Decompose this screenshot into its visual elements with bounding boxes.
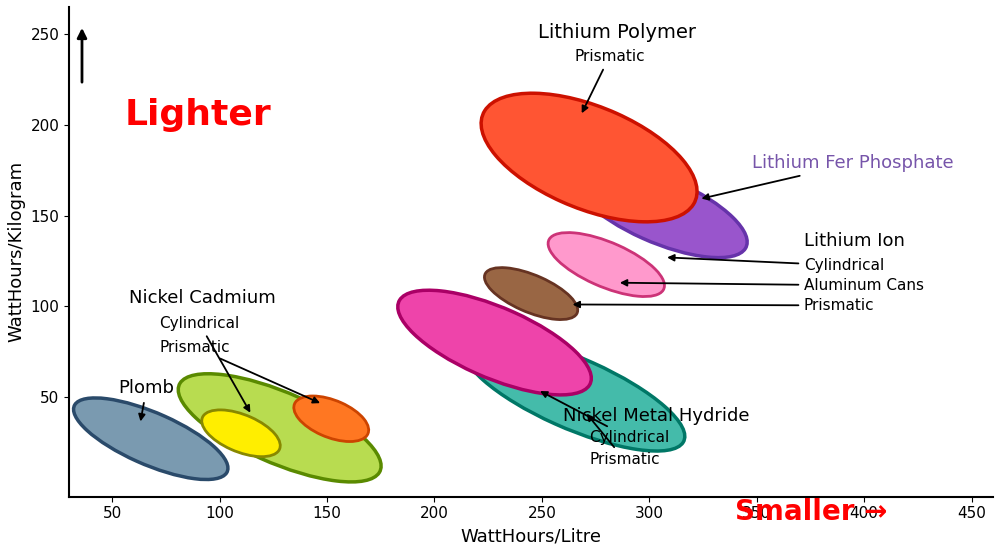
- X-axis label: WattHours/Litre: WattHours/Litre: [461, 527, 602, 545]
- Ellipse shape: [463, 336, 685, 451]
- Ellipse shape: [548, 232, 664, 296]
- Ellipse shape: [573, 163, 747, 258]
- Text: Nickel Cadmium: Nickel Cadmium: [129, 289, 276, 307]
- Text: Plomb: Plomb: [119, 379, 175, 420]
- Text: Smaller →: Smaller →: [735, 498, 888, 527]
- Ellipse shape: [294, 396, 369, 442]
- Text: Prismatic: Prismatic: [159, 339, 318, 402]
- Ellipse shape: [484, 268, 578, 320]
- Text: Nickel Metal Hydride: Nickel Metal Hydride: [563, 407, 750, 424]
- Text: Prismatic: Prismatic: [575, 298, 875, 313]
- Text: Lithium Polymer: Lithium Polymer: [538, 23, 696, 42]
- Ellipse shape: [178, 374, 381, 482]
- Text: Prismatic: Prismatic: [574, 49, 645, 112]
- Text: Prismatic: Prismatic: [588, 415, 660, 467]
- Text: Lithium Ion: Lithium Ion: [804, 232, 905, 251]
- Ellipse shape: [398, 290, 591, 395]
- Text: Cylindrical: Cylindrical: [542, 392, 669, 445]
- Ellipse shape: [74, 398, 228, 480]
- Ellipse shape: [202, 410, 280, 457]
- Ellipse shape: [481, 93, 697, 222]
- Y-axis label: WattHours/Kilogram: WattHours/Kilogram: [7, 161, 25, 342]
- Text: Cylindrical: Cylindrical: [159, 316, 249, 411]
- Text: Cylindrical: Cylindrical: [669, 255, 884, 273]
- Text: Lithium Fer Phosphate: Lithium Fer Phosphate: [703, 155, 954, 200]
- Text: Aluminum Cans: Aluminum Cans: [622, 278, 924, 293]
- Text: Lighter: Lighter: [125, 98, 272, 132]
